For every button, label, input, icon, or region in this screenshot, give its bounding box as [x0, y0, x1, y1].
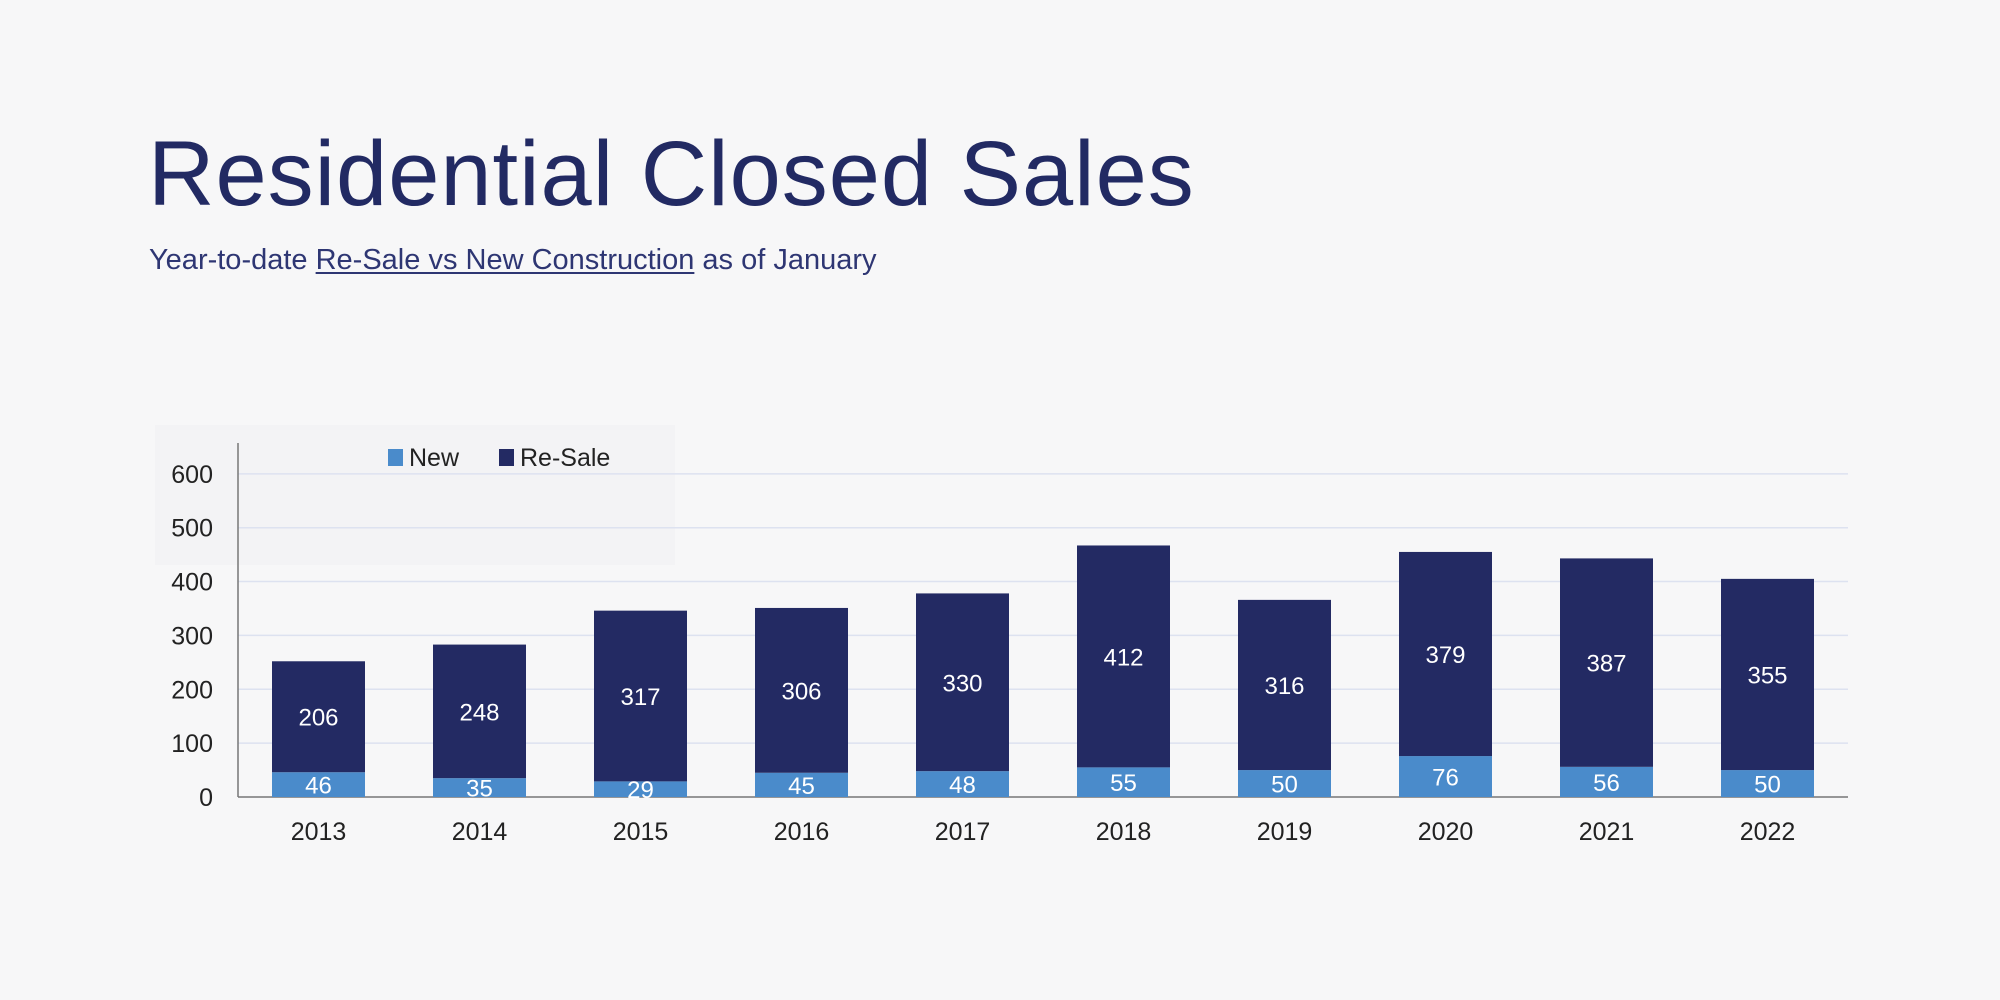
data-label-resale: 330	[942, 670, 982, 697]
bar-resale	[1077, 545, 1170, 768]
bar-resale	[272, 661, 365, 773]
data-label-resale: 248	[459, 699, 499, 726]
x-tick-label: 2021	[1579, 818, 1635, 846]
x-tick-label: 2017	[935, 818, 991, 846]
data-label-resale: 316	[1264, 673, 1304, 700]
bar-new	[1721, 770, 1814, 797]
bar-new	[755, 772, 848, 797]
data-label-resale: 355	[1747, 662, 1787, 689]
bar-new	[433, 778, 526, 797]
data-label-new: 29	[627, 777, 654, 804]
subtitle-suffix: as of January	[694, 244, 877, 276]
data-label-new: 56	[1593, 770, 1620, 797]
y-tick-label: 500	[171, 515, 213, 543]
legend-label: Re-Sale	[520, 444, 610, 472]
bar-resale	[594, 610, 687, 782]
x-tick-label: 2014	[452, 818, 508, 846]
data-label-resale: 306	[781, 678, 821, 705]
bar-resale	[433, 644, 526, 779]
bar-resale	[1399, 551, 1492, 757]
x-tick-label: 2013	[291, 818, 347, 846]
data-label-new: 35	[466, 776, 493, 803]
legend-backdrop	[155, 425, 675, 565]
bar-new	[594, 781, 687, 797]
bar-resale	[1238, 599, 1331, 771]
x-tick-label: 2018	[1096, 818, 1152, 846]
bar-new	[272, 772, 365, 797]
y-tick-label: 600	[171, 461, 213, 489]
x-tick-label: 2020	[1418, 818, 1474, 846]
legend-label: New	[409, 444, 460, 472]
data-label-new: 76	[1432, 765, 1459, 792]
x-tick-label: 2019	[1257, 818, 1313, 846]
bar-resale	[1560, 558, 1653, 767]
y-tick-label: 400	[171, 569, 213, 597]
legend-swatch	[499, 449, 514, 466]
bar-new	[1077, 767, 1170, 797]
bar-resale	[916, 593, 1009, 772]
data-label-new: 50	[1754, 772, 1781, 799]
subtitle-link[interactable]: Re-Sale vs New Construction	[315, 244, 695, 276]
bar-resale	[755, 607, 848, 773]
x-tick-label: 2016	[774, 818, 830, 846]
data-label-new: 45	[788, 773, 815, 800]
page-subtitle: Year-to-date Re-Sale vs New Construction…	[149, 243, 877, 278]
y-tick-label: 200	[171, 676, 213, 704]
data-label-resale: 412	[1103, 644, 1143, 671]
x-tick-label: 2015	[613, 818, 669, 846]
page-title: Residential Closed Sales	[148, 123, 1195, 225]
y-tick-label: 100	[171, 730, 213, 758]
y-tick-label: 0	[199, 784, 213, 812]
bar-resale	[1721, 578, 1814, 771]
data-label-new: 46	[305, 773, 332, 800]
data-label-resale: 387	[1586, 651, 1626, 678]
data-label-new: 50	[1271, 772, 1298, 799]
data-label-new: 55	[1110, 770, 1137, 797]
subtitle-prefix: Year-to-date	[149, 244, 316, 276]
bar-new	[1399, 756, 1492, 797]
x-tick-label: 2022	[1740, 818, 1796, 846]
bar-new	[1560, 766, 1653, 797]
data-label-resale: 317	[620, 684, 660, 711]
bar-new	[916, 771, 1009, 797]
bar-new	[1238, 770, 1331, 797]
data-label-resale: 206	[298, 705, 338, 732]
legend-swatch	[388, 449, 403, 466]
data-label-resale: 379	[1425, 642, 1465, 669]
data-label-new: 48	[949, 772, 976, 799]
y-tick-label: 300	[171, 622, 213, 650]
